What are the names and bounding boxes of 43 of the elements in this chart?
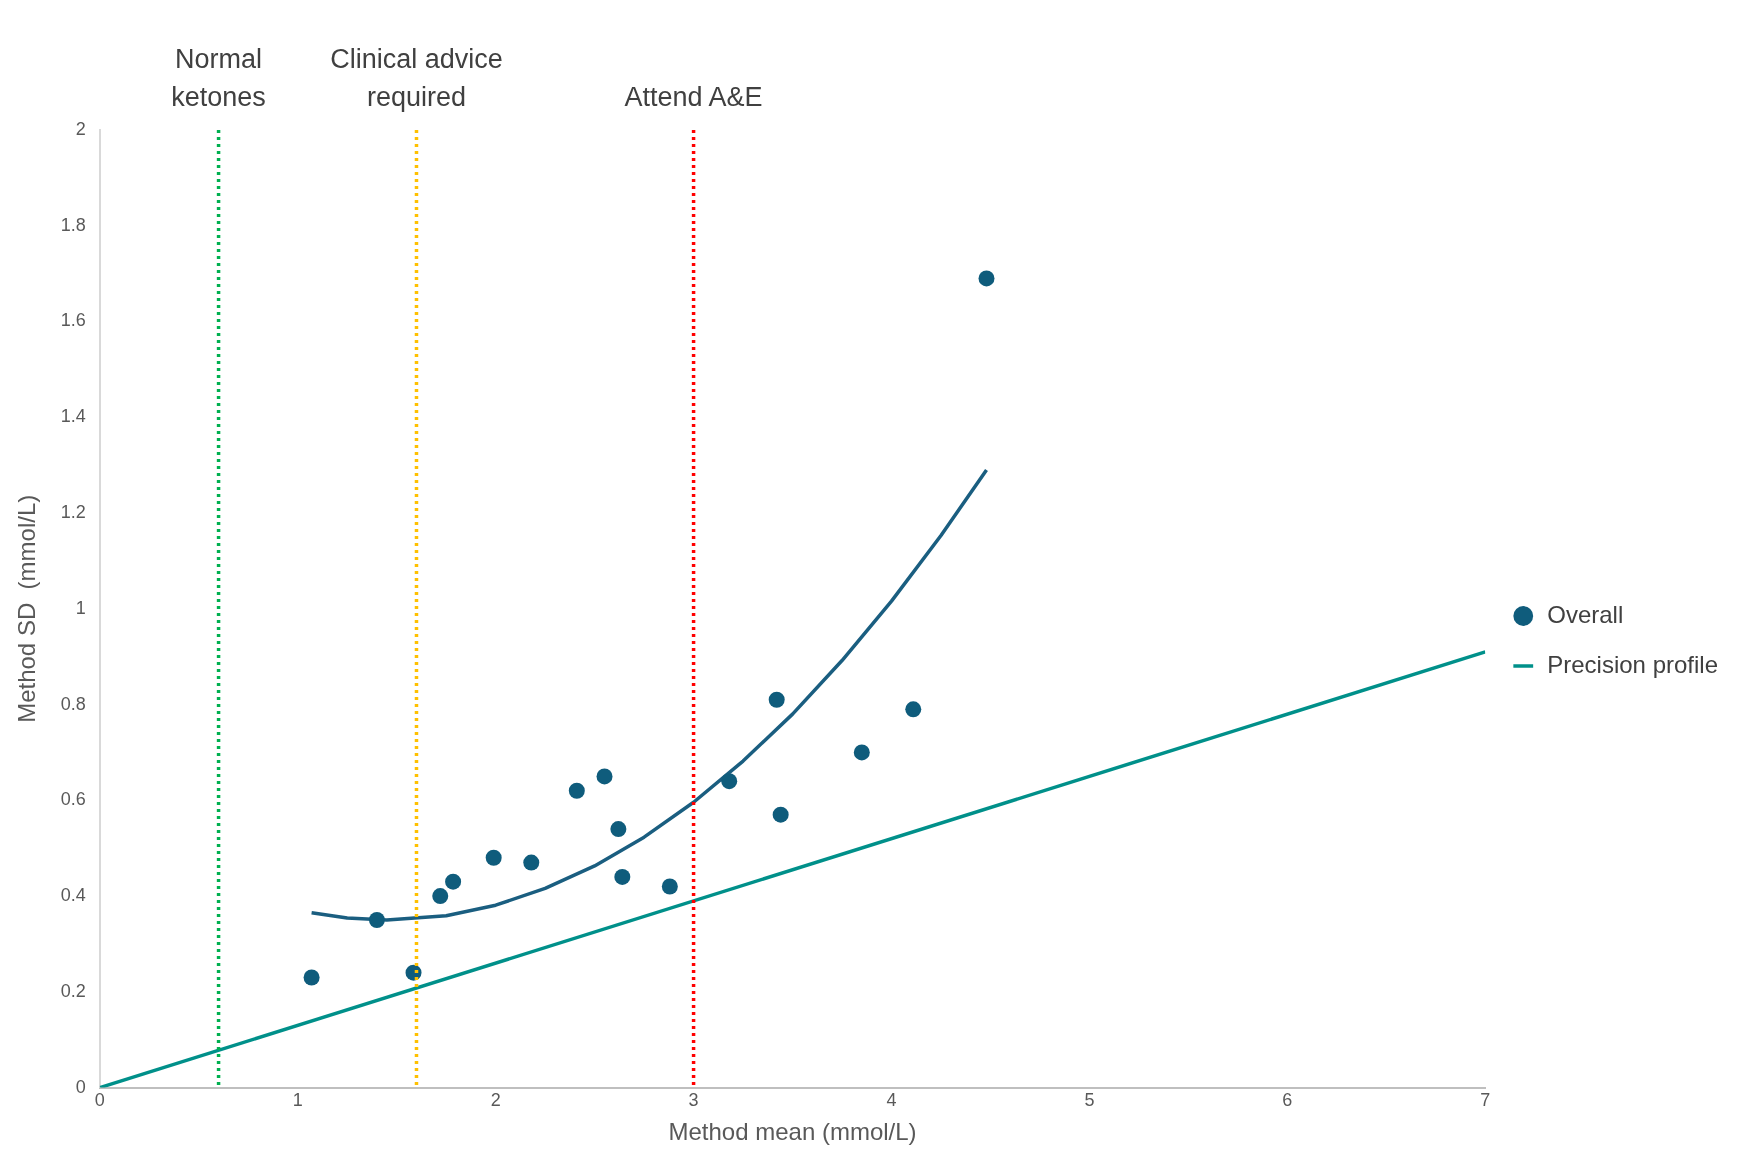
- point: [768, 691, 785, 708]
- x-tick-label: 5: [1084, 1090, 1095, 1111]
- point: [568, 782, 585, 799]
- point: [905, 701, 922, 718]
- legend-label: Overall: [1547, 600, 1624, 628]
- y-tick-label: 1.4: [60, 406, 86, 427]
- ref-line-label: Normal ketones: [171, 43, 266, 112]
- y-tick-label: 1.8: [60, 214, 86, 235]
- x-axis-title: Method mean (mmol/L): [668, 1118, 917, 1146]
- x-tick-label: 0: [94, 1090, 105, 1111]
- point: [610, 821, 627, 838]
- y-tick-label: 1.2: [60, 502, 86, 523]
- point: [368, 912, 385, 929]
- y-tick-label: 1: [75, 597, 86, 618]
- ref-line-label: Clinical advice required: [330, 43, 503, 112]
- point: [721, 773, 738, 790]
- y-tick-label: 0.6: [60, 789, 86, 810]
- x-tick-label: 3: [688, 1090, 699, 1111]
- point: [614, 868, 631, 885]
- x-tick-label: 7: [1480, 1090, 1491, 1111]
- point: [978, 270, 995, 287]
- point: [661, 878, 678, 895]
- ref-line-label: Attend A&E: [624, 81, 763, 112]
- point: [445, 873, 462, 890]
- point: [523, 854, 540, 871]
- y-tick-label: 0: [75, 1076, 86, 1097]
- y-tick-label: 1.6: [60, 310, 86, 331]
- x-tick-label: 6: [1282, 1090, 1293, 1111]
- x-tick-label: 1: [292, 1090, 303, 1111]
- legend-label: Precision profile: [1547, 650, 1719, 678]
- point: [485, 849, 502, 866]
- y-tick-label: 0.2: [60, 980, 86, 1001]
- y-tick-label: 2: [75, 118, 86, 139]
- y-tick-label: 0.8: [60, 693, 86, 714]
- point: [596, 768, 613, 785]
- y-tick-label: 0.4: [60, 885, 86, 906]
- x-tick-label: 4: [886, 1090, 897, 1111]
- point: [853, 744, 870, 761]
- y-axis-title: Method SD (mmol/L): [13, 494, 41, 723]
- x-tick-label: 2: [490, 1090, 501, 1111]
- point: [772, 806, 789, 823]
- point: [432, 888, 449, 905]
- point: [303, 969, 320, 986]
